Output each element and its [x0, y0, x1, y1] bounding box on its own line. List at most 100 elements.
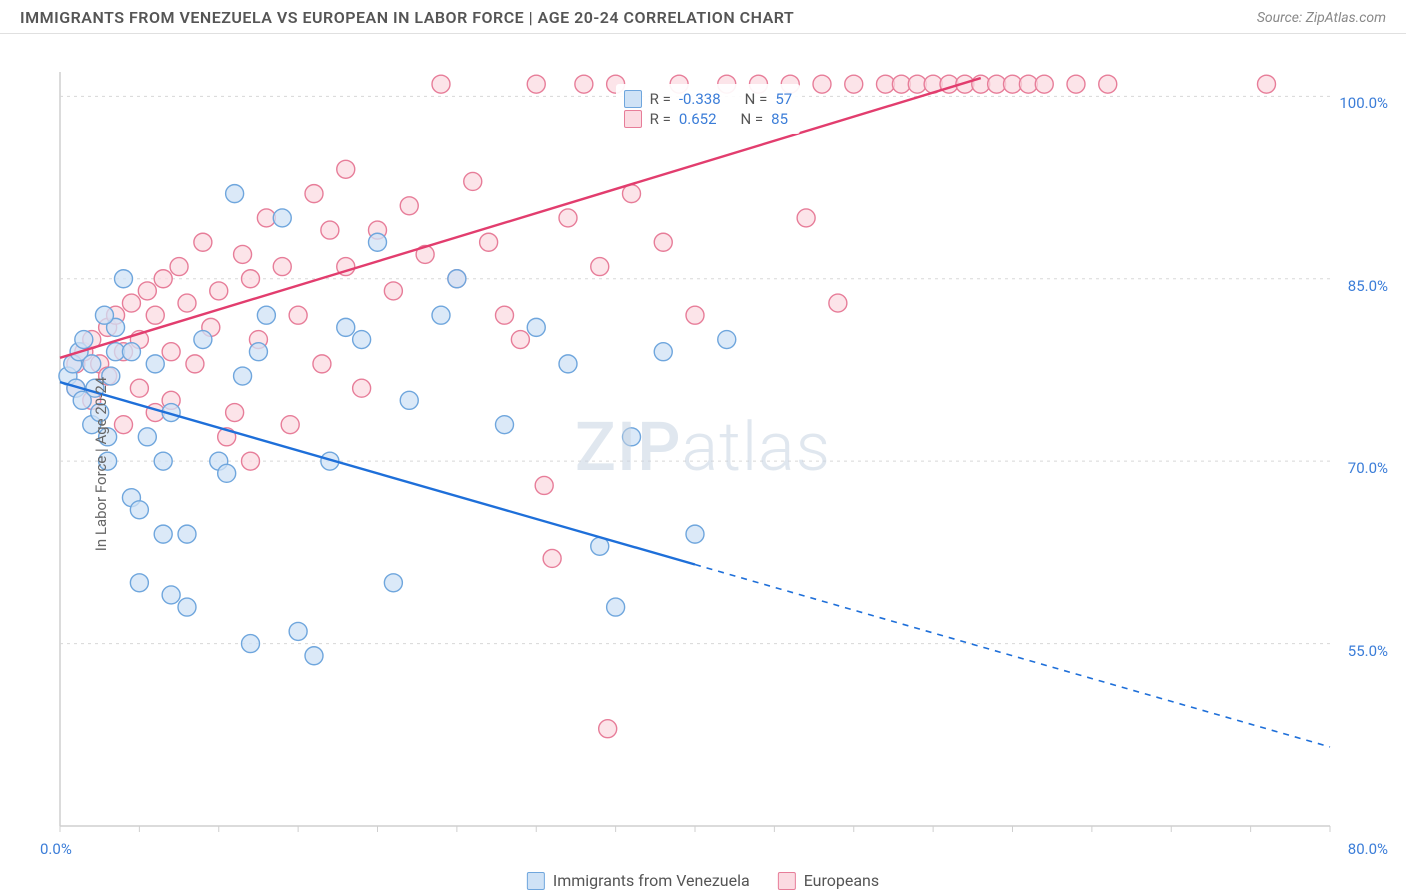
swatch-a	[624, 90, 642, 108]
r-value-a: -0.338	[679, 90, 721, 108]
point-b	[527, 75, 545, 93]
point-a	[289, 622, 307, 640]
point-b	[281, 416, 299, 434]
n-label-b: N =	[741, 110, 764, 128]
point-a	[273, 209, 291, 227]
point-b	[146, 306, 164, 324]
chart-title: IMMIGRANTS FROM VENEZUELA VS EUROPEAN IN…	[20, 8, 794, 27]
point-a	[607, 598, 625, 616]
x-tick-label: 80.0%	[1348, 840, 1388, 858]
point-b	[122, 294, 140, 312]
point-b	[313, 355, 331, 373]
point-b	[384, 282, 402, 300]
point-b	[464, 172, 482, 190]
point-a	[178, 598, 196, 616]
point-a	[130, 574, 148, 592]
point-a	[623, 428, 641, 446]
y-tick-label: 100.0%	[1339, 94, 1388, 112]
point-b	[305, 185, 323, 203]
point-b	[559, 209, 577, 227]
point-a	[226, 185, 244, 203]
point-b	[234, 245, 252, 263]
plot-area: In Labor Force | Age 20-24 ZIPatlas R = …	[0, 36, 1406, 892]
point-b	[654, 233, 672, 251]
point-a	[218, 464, 236, 482]
point-a	[95, 306, 113, 324]
point-b	[535, 476, 553, 494]
point-b	[154, 270, 172, 288]
point-b	[797, 209, 815, 227]
point-a	[162, 586, 180, 604]
point-a	[432, 306, 450, 324]
y-tick-label: 70.0%	[1348, 459, 1388, 477]
point-b	[226, 404, 244, 422]
point-b	[178, 294, 196, 312]
point-a	[384, 574, 402, 592]
point-b	[138, 282, 156, 300]
legend-swatch-b	[778, 872, 796, 890]
point-a	[194, 331, 212, 349]
n-value-b: 85	[771, 110, 788, 128]
swatch-b	[624, 110, 642, 128]
point-a	[242, 635, 260, 653]
point-b	[162, 343, 180, 361]
point-a	[146, 355, 164, 373]
point-a	[154, 452, 172, 470]
point-b	[591, 258, 609, 276]
point-b	[813, 75, 831, 93]
point-a	[305, 647, 323, 665]
point-a	[83, 355, 101, 373]
point-a	[369, 233, 387, 251]
point-b	[115, 416, 133, 434]
r-label-b: R =	[650, 110, 671, 128]
point-b	[242, 270, 260, 288]
point-a	[249, 343, 267, 361]
legend-swatch-a	[527, 872, 545, 890]
n-label-a: N =	[745, 90, 768, 108]
point-b	[480, 233, 498, 251]
point-a	[353, 331, 371, 349]
point-b	[210, 282, 228, 300]
point-b	[321, 221, 339, 239]
point-a	[686, 525, 704, 543]
point-b	[242, 452, 260, 470]
point-a	[654, 343, 672, 361]
point-b	[400, 197, 418, 215]
point-b	[130, 379, 148, 397]
legend-item-a: Immigrants from Venezuela	[527, 871, 750, 890]
y-axis-label: In Labor Force | Age 20-24	[92, 377, 110, 551]
point-a	[718, 331, 736, 349]
point-b	[194, 233, 212, 251]
x-tick-label: 0.0%	[40, 840, 72, 858]
point-b	[337, 160, 355, 178]
point-a	[559, 355, 577, 373]
point-b	[845, 75, 863, 93]
legend-label-b: Europeans	[804, 871, 879, 890]
point-b	[170, 258, 188, 276]
bottom-legend: Immigrants from Venezuela Europeans	[527, 871, 879, 890]
stats-row-a: R = -0.338 N = 57	[624, 90, 793, 108]
point-b	[353, 379, 371, 397]
point-a	[448, 270, 466, 288]
point-a	[178, 525, 196, 543]
r-label-a: R =	[650, 90, 671, 108]
point-a	[337, 318, 355, 336]
point-b	[543, 549, 561, 567]
trend-line-a-dash	[695, 565, 1330, 747]
point-b	[511, 331, 529, 349]
point-b	[829, 294, 847, 312]
point-b	[496, 306, 514, 324]
point-a	[75, 331, 93, 349]
y-tick-label: 85.0%	[1348, 277, 1388, 295]
point-a	[154, 525, 172, 543]
point-b	[289, 306, 307, 324]
point-b	[1035, 75, 1053, 93]
point-a	[400, 391, 418, 409]
point-a	[138, 428, 156, 446]
legend-label-a: Immigrants from Venezuela	[553, 871, 750, 890]
source-credit: Source: ZipAtlas.com	[1257, 10, 1386, 26]
point-b	[1258, 75, 1276, 93]
n-value-a: 57	[775, 90, 792, 108]
point-b	[1099, 75, 1117, 93]
header-bar: IMMIGRANTS FROM VENEZUELA VS EUROPEAN IN…	[0, 0, 1406, 34]
